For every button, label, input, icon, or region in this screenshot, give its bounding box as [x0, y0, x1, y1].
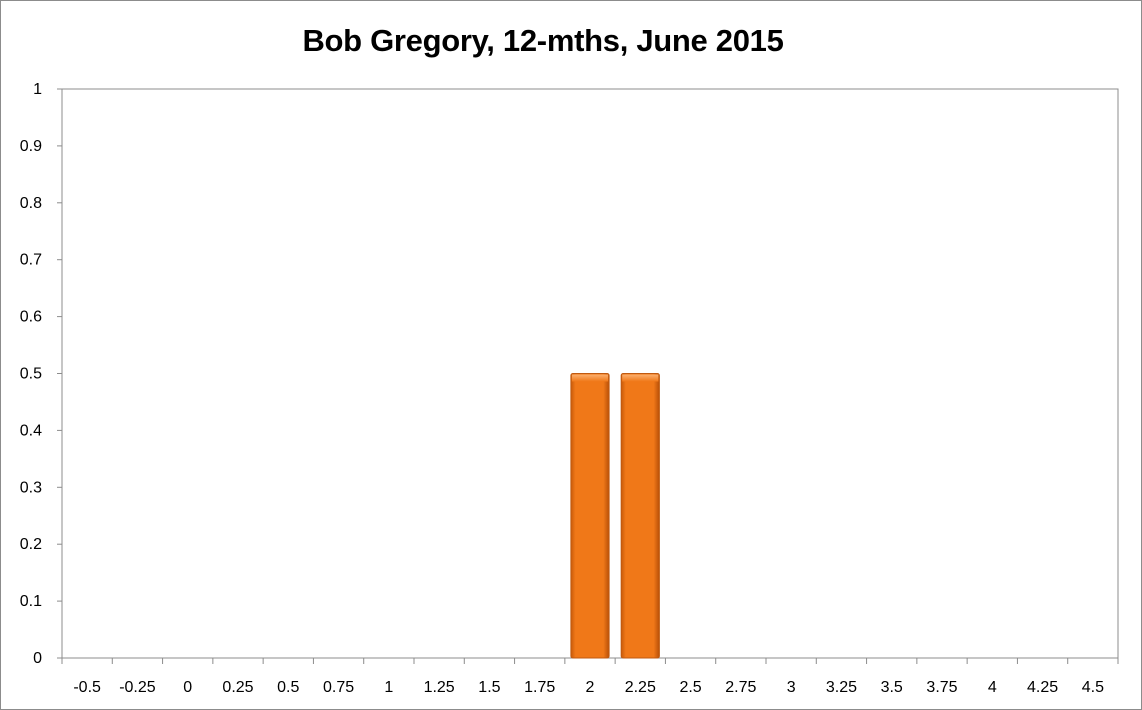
bar	[570, 373, 610, 659]
bar-bevel	[622, 374, 659, 382]
y-tick-label: 0.9	[20, 138, 42, 155]
x-tick-label: 0	[183, 679, 192, 696]
y-tick-label: 0.7	[20, 252, 42, 269]
y-tick-label: 0.8	[20, 195, 42, 212]
x-tick-label: 0.5	[277, 679, 299, 696]
chart-title: Bob Gregory, 12-mths, June 2015	[302, 23, 784, 58]
y-tick-label: 0.6	[20, 309, 42, 326]
y-tick-label: 0.5	[20, 366, 42, 383]
x-tick-label: 4.5	[1082, 679, 1104, 696]
x-tick-label: 4	[988, 679, 997, 696]
x-tick-label: 1.25	[424, 679, 455, 696]
x-tick-label: 3.75	[926, 679, 957, 696]
x-tick-label: 1	[384, 679, 393, 696]
x-tick-label: 2.25	[625, 679, 656, 696]
x-tick-label: -0.25	[119, 679, 156, 696]
x-tick-label: -0.5	[73, 679, 101, 696]
x-tick-label: 1.5	[478, 679, 500, 696]
y-tick-label: 1	[33, 81, 42, 98]
x-tick-label: 0.75	[323, 679, 354, 696]
y-tick-label: 0.1	[20, 593, 42, 610]
x-tick-label: 4.25	[1027, 679, 1058, 696]
x-tick-label: 2	[586, 679, 595, 696]
x-tick-label: 3.5	[881, 679, 903, 696]
y-tick-label: 0.2	[20, 536, 42, 553]
y-tick-label: 0	[33, 650, 42, 667]
y-tick-label: 0.4	[20, 422, 42, 439]
x-tick-label: 0.25	[222, 679, 253, 696]
x-tick-label: 2.75	[725, 679, 756, 696]
x-tick-label: 2.5	[679, 679, 701, 696]
bar	[620, 373, 660, 659]
x-tick-label: 3.25	[826, 679, 857, 696]
x-tick-label: 1.75	[524, 679, 555, 696]
x-tick-label: 3	[787, 679, 796, 696]
bar-2.25	[620, 373, 660, 659]
bar-2	[570, 373, 610, 659]
y-tick-label: 0.3	[20, 479, 42, 496]
bar-bevel	[571, 374, 609, 382]
